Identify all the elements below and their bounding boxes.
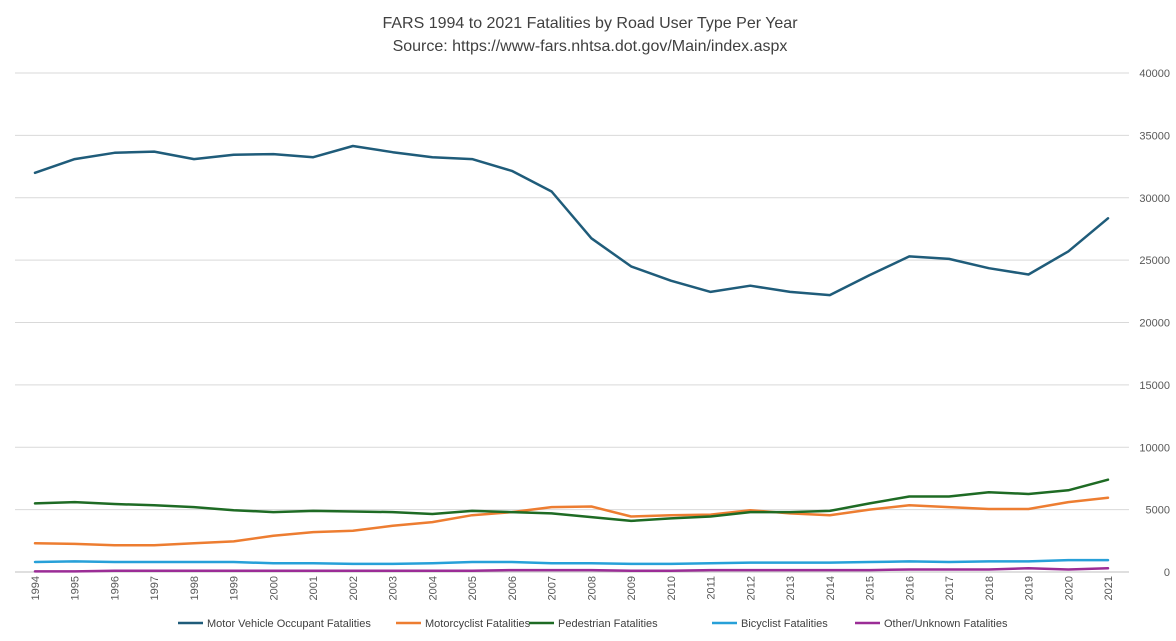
- series-line: [33, 567, 1110, 573]
- gridlines: [15, 72, 1129, 511]
- series-line: [33, 478, 1110, 523]
- x-tick-label: 2004: [427, 576, 439, 600]
- x-tick-label: 2009: [626, 576, 638, 600]
- y-tick-label: 20000: [1139, 318, 1170, 330]
- x-tick-label: 2002: [348, 576, 360, 600]
- x-tick-label: 2015: [865, 576, 877, 600]
- series-line: [33, 496, 1110, 547]
- x-tick-label: 2001: [308, 576, 320, 600]
- x-tick-label: 1996: [109, 576, 121, 600]
- y-tick-label: 25000: [1139, 255, 1170, 267]
- y-tick-label: 5000: [1146, 505, 1170, 517]
- legend-label: Pedestrian Fatalities: [558, 618, 658, 630]
- y-tick-label: 35000: [1139, 130, 1170, 142]
- x-tick-label: 1999: [229, 576, 241, 600]
- chart-subtitle: Source: https://www-fars.nhtsa.dot.gov/M…: [393, 38, 788, 55]
- x-tick-label: 2019: [1024, 576, 1036, 600]
- legend-label: Motorcyclist Fatalities: [425, 618, 531, 630]
- x-tick-label: 2020: [1063, 576, 1075, 600]
- x-tick-label: 1997: [149, 576, 161, 600]
- plot-series: [33, 144, 1110, 573]
- x-tick-label: 2018: [984, 576, 996, 600]
- y-tick-label: 15000: [1139, 380, 1170, 392]
- x-tick-label: 2012: [745, 576, 757, 600]
- y-tick-label: 0: [1164, 567, 1170, 579]
- x-tick-label: 2011: [706, 576, 718, 600]
- x-tick-label: 2014: [825, 576, 837, 600]
- x-tick-label: 2021: [1103, 576, 1115, 600]
- x-tick-label: 1995: [70, 576, 82, 600]
- x-axis: 1994 1995 1996 1997 1998 1999 2000 2001 2002 2003…: [15, 571, 1129, 600]
- x-tick-label: 2008: [586, 576, 598, 600]
- x-tick-label: 1998: [189, 576, 201, 600]
- x-tick-label: 2000: [268, 576, 280, 600]
- x-tick-label: 2016: [904, 576, 916, 600]
- legend-label: Bicyclist Fatalities: [741, 618, 828, 630]
- x-tick-label: 2005: [467, 576, 479, 600]
- x-tick-label: 2007: [547, 576, 559, 600]
- series-line: [33, 558, 1110, 566]
- x-tick-label: 2006: [507, 576, 519, 600]
- x-tick-label: 2013: [785, 576, 797, 600]
- legend: Motor Vehicle Occupant Fatalities Motorcy…: [178, 618, 1008, 630]
- y-tick-label: 30000: [1139, 193, 1170, 205]
- y-axis-ticks: 40000 35000 30000 25000 20000 15000 10000 5000 0: [1139, 68, 1170, 579]
- x-tick-label: 2003: [388, 576, 400, 600]
- x-tick-label: 2017: [944, 576, 956, 600]
- y-tick-label: 10000: [1139, 442, 1170, 454]
- series-line: [33, 144, 1110, 297]
- legend-label: Motor Vehicle Occupant Fatalities: [207, 618, 371, 630]
- chart-title: FARS 1994 to 2021 Fatalities by Road Use…: [382, 15, 798, 32]
- y-tick-label: 40000: [1139, 68, 1170, 80]
- legend-label: Other/Unknown Fatalities: [884, 618, 1008, 630]
- x-tick-label: 1994: [30, 576, 42, 600]
- x-tick-label: 2010: [666, 576, 678, 600]
